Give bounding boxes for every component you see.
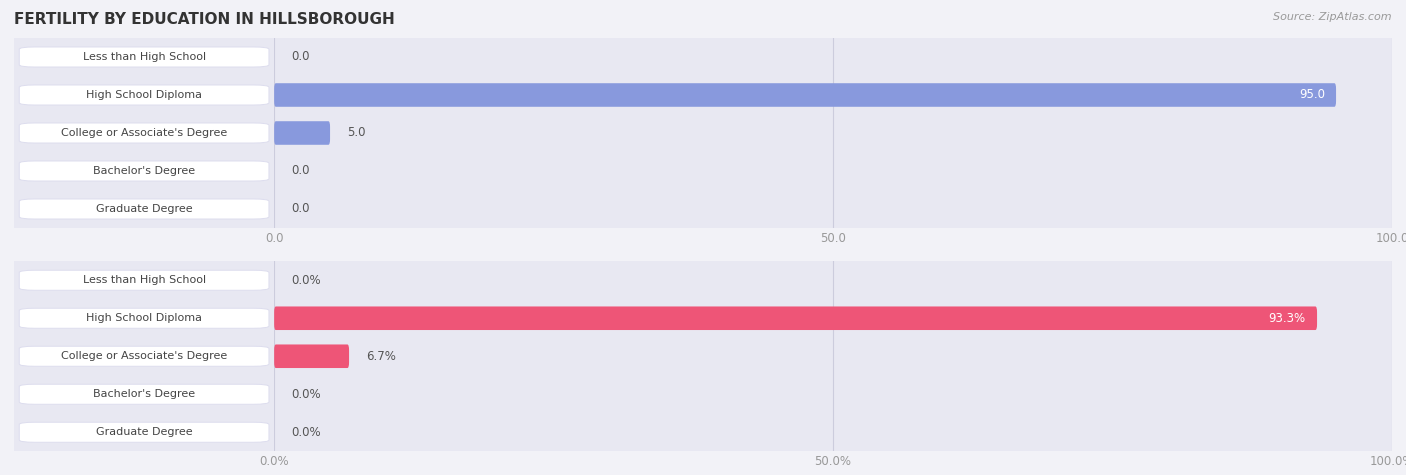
Text: 6.7%: 6.7%	[366, 350, 395, 363]
Text: Graduate Degree: Graduate Degree	[96, 427, 193, 437]
FancyBboxPatch shape	[14, 375, 274, 413]
FancyBboxPatch shape	[20, 85, 269, 105]
FancyBboxPatch shape	[14, 152, 274, 190]
FancyBboxPatch shape	[20, 308, 269, 328]
FancyBboxPatch shape	[274, 83, 1336, 107]
FancyBboxPatch shape	[274, 344, 349, 368]
FancyBboxPatch shape	[14, 76, 274, 114]
FancyBboxPatch shape	[274, 121, 330, 145]
FancyBboxPatch shape	[274, 413, 1392, 451]
Text: College or Associate's Degree: College or Associate's Degree	[60, 351, 228, 361]
FancyBboxPatch shape	[14, 114, 274, 152]
Text: Bachelor's Degree: Bachelor's Degree	[93, 166, 195, 176]
FancyBboxPatch shape	[14, 337, 274, 375]
Text: 0.0: 0.0	[291, 50, 309, 64]
FancyBboxPatch shape	[14, 413, 274, 451]
FancyBboxPatch shape	[14, 38, 274, 76]
Text: Less than High School: Less than High School	[83, 275, 205, 285]
FancyBboxPatch shape	[274, 190, 1392, 228]
Text: 95.0: 95.0	[1299, 88, 1324, 102]
FancyBboxPatch shape	[20, 422, 269, 442]
FancyBboxPatch shape	[20, 123, 269, 143]
FancyBboxPatch shape	[274, 38, 1392, 76]
Text: 0.0%: 0.0%	[291, 274, 321, 287]
Text: 0.0: 0.0	[291, 202, 309, 216]
FancyBboxPatch shape	[14, 299, 274, 337]
FancyBboxPatch shape	[20, 47, 269, 67]
FancyBboxPatch shape	[274, 152, 1392, 190]
Text: High School Diploma: High School Diploma	[86, 90, 202, 100]
Text: 0.0: 0.0	[291, 164, 309, 178]
FancyBboxPatch shape	[20, 270, 269, 290]
Text: College or Associate's Degree: College or Associate's Degree	[60, 128, 228, 138]
FancyBboxPatch shape	[20, 199, 269, 219]
Text: Source: ZipAtlas.com: Source: ZipAtlas.com	[1274, 12, 1392, 22]
Text: 5.0: 5.0	[347, 126, 366, 140]
Text: Bachelor's Degree: Bachelor's Degree	[93, 389, 195, 399]
FancyBboxPatch shape	[20, 161, 269, 181]
FancyBboxPatch shape	[274, 261, 1392, 299]
FancyBboxPatch shape	[274, 76, 1392, 114]
FancyBboxPatch shape	[274, 306, 1317, 330]
Text: 0.0%: 0.0%	[291, 426, 321, 439]
Text: 0.0%: 0.0%	[291, 388, 321, 401]
FancyBboxPatch shape	[20, 384, 269, 404]
Text: 93.3%: 93.3%	[1268, 312, 1306, 325]
Text: Graduate Degree: Graduate Degree	[96, 204, 193, 214]
FancyBboxPatch shape	[14, 261, 274, 299]
Text: High School Diploma: High School Diploma	[86, 313, 202, 323]
FancyBboxPatch shape	[274, 375, 1392, 413]
FancyBboxPatch shape	[274, 114, 1392, 152]
Text: FERTILITY BY EDUCATION IN HILLSBOROUGH: FERTILITY BY EDUCATION IN HILLSBOROUGH	[14, 12, 395, 27]
FancyBboxPatch shape	[14, 190, 274, 228]
FancyBboxPatch shape	[20, 346, 269, 366]
FancyBboxPatch shape	[274, 299, 1392, 337]
FancyBboxPatch shape	[274, 337, 1392, 375]
Text: Less than High School: Less than High School	[83, 52, 205, 62]
